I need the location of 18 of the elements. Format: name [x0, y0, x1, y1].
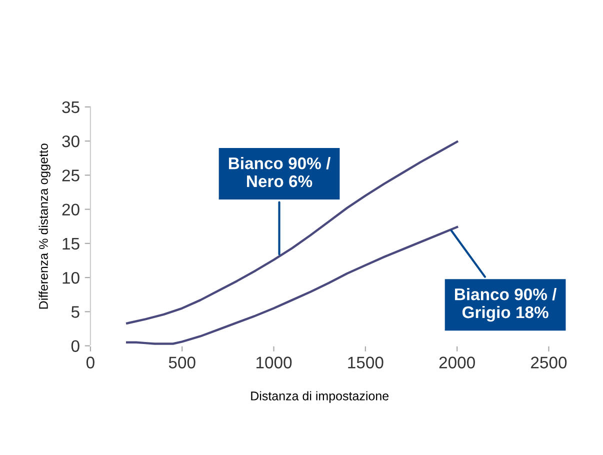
y-tick-label: 10 [62, 272, 80, 284]
y-tick-label: 0 [71, 340, 80, 352]
y-tick-label: 30 [62, 135, 80, 148]
y-tick-label: 25 [62, 170, 80, 182]
y-tick-label: 35 [62, 101, 80, 114]
x-axis-title: Distanza di impostazione [251, 391, 389, 403]
annotation: Bianco 90% / Grigio 18% [455, 288, 557, 322]
y-tick-label: 15 [62, 238, 80, 250]
x-tick-label: 500 [168, 356, 196, 368]
x-tick-label: 0 [86, 356, 94, 368]
x-tick-label: 2000 [439, 356, 475, 368]
x-tick-label: 1500 [348, 356, 384, 368]
y-tick-label: 20 [62, 204, 80, 216]
annotation: Bianco 90% / Nero 6% [228, 156, 331, 188]
x-tick-label: 1000 [256, 356, 292, 368]
y-tick-label: 5 [71, 306, 80, 318]
y-axis-title: Differenza % distanza oggetto [38, 144, 50, 309]
x-tick-label: 2500 [531, 356, 567, 368]
